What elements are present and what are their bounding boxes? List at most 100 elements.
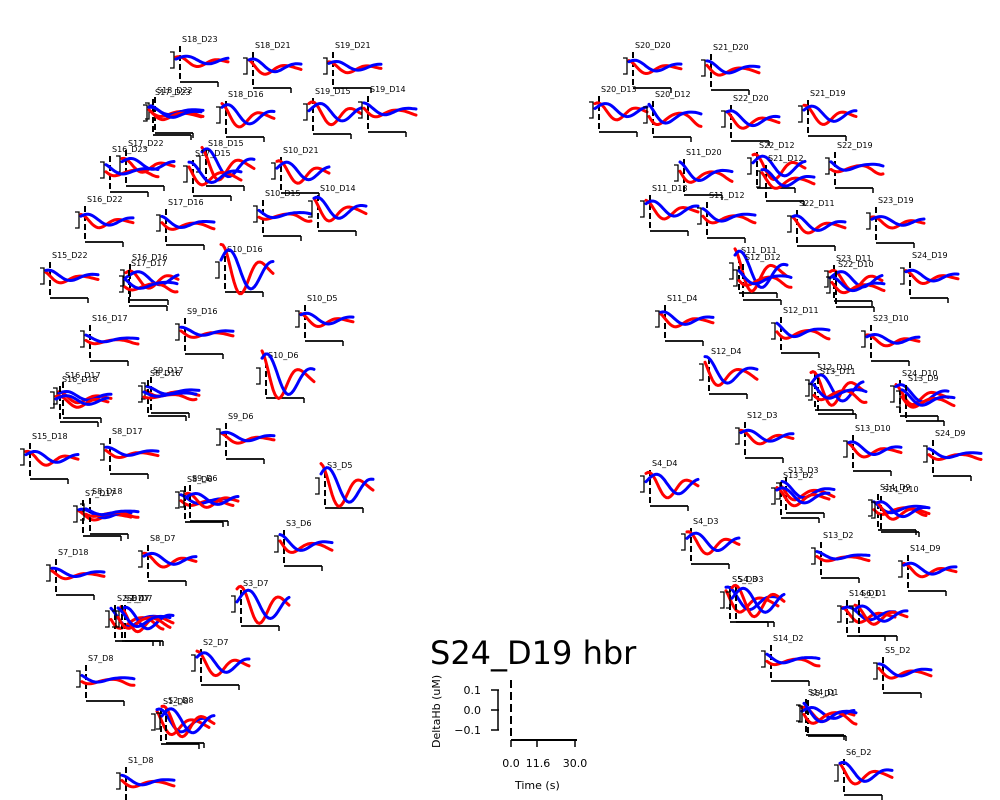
chart-title: S24_D19 hbr	[430, 634, 637, 672]
trace-blue	[142, 551, 198, 566]
channel-label: S8_D17	[112, 427, 143, 436]
trace-red	[644, 470, 700, 500]
channel-label: S16_D18	[62, 375, 98, 384]
channel-label: S18_D22	[157, 86, 193, 95]
channel-subplot: S12_D12	[733, 253, 793, 305]
trace-blue	[701, 207, 757, 223]
trace-red	[593, 101, 649, 122]
y-scale-bracket	[274, 535, 279, 553]
trace-blue	[802, 104, 858, 123]
channel-subplot: S8_D7	[138, 534, 198, 586]
y-scale-bracket	[837, 605, 842, 623]
trace-blue	[900, 388, 956, 407]
channel-subplot: S10_D21	[271, 146, 331, 198]
trace-blue	[870, 215, 926, 227]
trace-blue	[123, 277, 179, 290]
y-scale-bracket	[721, 110, 726, 128]
trace-red	[647, 111, 703, 128]
channel-subplot: S20_D12	[643, 90, 703, 142]
y-scale-bracket	[100, 161, 105, 179]
channel-subplot: S23_D11	[824, 254, 884, 306]
x-tick-label: 11.6	[526, 757, 551, 770]
y-tick-label: −0.1	[454, 724, 481, 737]
channel-label: S13_D11	[820, 367, 856, 376]
trace-blue	[24, 450, 80, 464]
trace-red	[659, 312, 715, 329]
y-scale-bracket	[798, 105, 803, 123]
channel-label: S3_D5	[327, 461, 352, 470]
y-scale-bracket	[75, 211, 80, 229]
trace-red	[838, 762, 894, 786]
y-scale-bracket	[303, 103, 308, 121]
trace-blue	[659, 310, 715, 326]
channel-label: S18_D23	[182, 35, 218, 44]
channel-label: S10_D6	[268, 351, 299, 360]
trace-red	[362, 106, 418, 119]
y-scale-bracket	[733, 269, 738, 287]
channel-subplot: S22_D11	[787, 199, 847, 251]
channel-label: S18_D16	[228, 90, 264, 99]
y-scale-bracket	[50, 391, 55, 409]
channel-label: S24_D19	[912, 251, 948, 260]
channel-subplot: S2_D8	[156, 696, 216, 748]
trace-blue	[902, 561, 958, 576]
y-scale-bracket	[697, 207, 702, 225]
channel-label: S24_D9	[935, 429, 966, 438]
y-scale-bracket	[315, 477, 320, 495]
trace-blue	[200, 147, 256, 179]
channel-subplot: S13_D11	[808, 367, 868, 419]
y-scale-bracket	[143, 104, 148, 122]
channel-label: S16_D17	[65, 371, 101, 380]
channel-subplot: S11_D12	[697, 191, 757, 243]
y-scale-bracket	[243, 57, 248, 75]
channel-label: S22_D19	[837, 141, 873, 150]
channel-subplot: S10_D16	[215, 242, 275, 297]
channel-label: S21_D12	[768, 154, 804, 163]
channel-subplot: S11_D13	[640, 184, 700, 236]
channel-subplot: S18_D23	[170, 35, 230, 87]
y-scale-bracket	[861, 330, 866, 348]
channel-label: S22_D12	[759, 141, 795, 150]
trace-blue	[765, 652, 821, 665]
y-scale-bracket	[834, 764, 839, 782]
channel-label: S8_D16	[150, 369, 181, 378]
channel-subplot: S24_D19	[900, 251, 960, 303]
y-scale-bracket	[323, 57, 328, 75]
channel-label: S9_D16	[187, 307, 218, 316]
trace-red	[791, 215, 847, 235]
trace-blue	[678, 160, 734, 183]
channel-subplot: S16_D22	[75, 195, 135, 247]
channel-label: S8_D6	[187, 475, 212, 484]
channel-subplot: S11_D4	[655, 294, 715, 346]
trace-red	[705, 63, 761, 77]
trace-blue	[904, 268, 960, 283]
channel-subplot: S20_D20	[623, 41, 683, 93]
channel-subplot: S17_D17	[119, 259, 179, 311]
channel-label: S23_D11	[836, 254, 872, 263]
channel-subplot: S17_D22	[116, 139, 176, 191]
channel-label: S14_D9	[910, 544, 941, 553]
y-scale-bracket	[681, 533, 686, 551]
trace-red	[737, 275, 793, 289]
channel-label: S14_D1	[849, 589, 880, 598]
channel-label: S19_D15	[315, 87, 351, 96]
channel-subplot: S16_D18	[50, 375, 110, 427]
channel-subplot: S10_D14	[308, 184, 368, 236]
y-scale-bracket	[216, 428, 221, 446]
channel-label: S20_D13	[601, 85, 637, 94]
trace-red	[894, 383, 950, 407]
y-scale-bracket	[116, 155, 121, 173]
y-scale-bracket	[623, 57, 628, 75]
y-scale-bracket	[640, 200, 645, 218]
trace-blue	[44, 268, 100, 283]
channel-subplot: S8_D17	[100, 427, 160, 479]
y-scale-bracket	[180, 490, 185, 508]
trace-blue	[124, 270, 180, 287]
trace-blue	[775, 321, 831, 339]
channel-subplot: S15_D18	[20, 432, 80, 484]
channel-subplot: S8_D18	[80, 487, 140, 539]
channel-label: S7_D8	[88, 654, 113, 663]
channel-label: S14_D1	[808, 688, 839, 697]
y-scale-bracket	[729, 262, 734, 280]
